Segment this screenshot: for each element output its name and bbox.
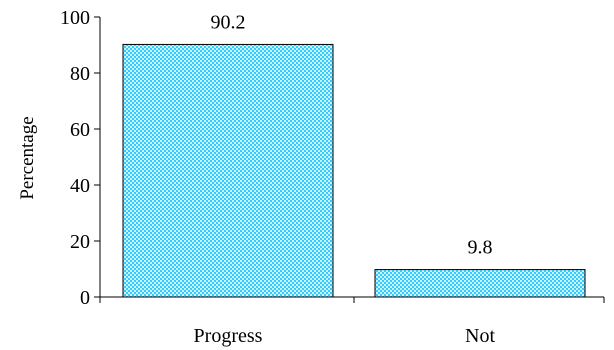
y-tick-label: 100 — [60, 7, 90, 29]
bar-not — [374, 269, 586, 298]
y-tick-label: 80 — [70, 63, 90, 85]
bar-progress — [122, 43, 334, 298]
bars: 90.2 9.8 — [122, 11, 586, 298]
data-label-progress: 90.2 — [211, 11, 246, 33]
data-label-not: 9.8 — [468, 237, 493, 259]
y-tick-label: 60 — [70, 119, 90, 141]
y-tick-label: 20 — [70, 231, 90, 253]
y-tick-label: 0 — [80, 287, 90, 309]
y-axis-title: Percentage — [17, 116, 38, 199]
x-axis-ticks: Progress Not — [99, 297, 605, 347]
y-tick-label: 40 — [70, 175, 90, 197]
y-axis-ticks: 0 20 40 60 80 100 — [60, 7, 100, 309]
x-tick-label: Not — [465, 325, 495, 347]
x-tick-label: Progress — [194, 325, 263, 347]
